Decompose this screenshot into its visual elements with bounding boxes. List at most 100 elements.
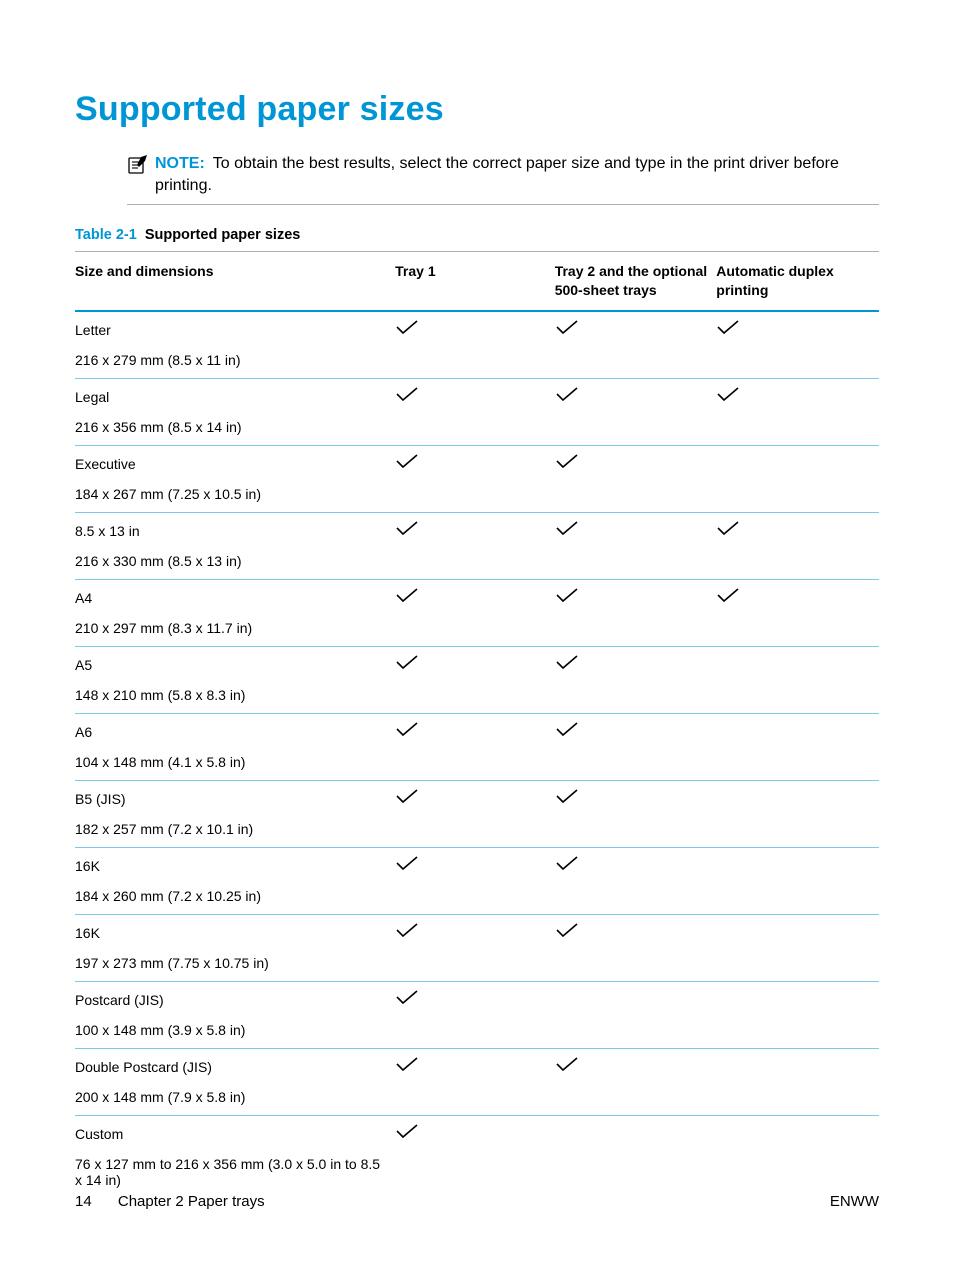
table-caption: Table 2-1 Supported paper sizes (75, 227, 879, 243)
checkmark-icon (555, 1057, 577, 1075)
checkmark-icon (555, 923, 577, 941)
checkmark-icon (395, 923, 417, 941)
paper-size-name: Letter (75, 322, 387, 338)
cell-duplex (716, 445, 879, 512)
cell-duplex (716, 1048, 879, 1115)
table-row: Double Postcard (JIS)200 x 148 mm (7.9 x… (75, 1048, 879, 1115)
checkmark-icon (555, 856, 577, 874)
paper-size-dimensions: 210 x 297 mm (8.3 x 11.7 in) (75, 620, 387, 636)
cell-tray1 (395, 311, 555, 379)
paper-sizes-table: Size and dimensions Tray 1 Tray 2 and th… (75, 251, 879, 1198)
checkmark-icon (555, 454, 577, 472)
paper-size-dimensions: 76 x 127 mm to 216 x 356 mm (3.0 x 5.0 i… (75, 1156, 387, 1188)
table-row: A4 210 x 297 mm (8.3 x 11.7 in) (75, 579, 879, 646)
table-row: Executive184 x 267 mm (7.25 x 10.5 in) (75, 445, 879, 512)
cell-tray2 (555, 1115, 717, 1198)
paper-size-name: Double Postcard (JIS) (75, 1059, 387, 1075)
table-row: Custom 76 x 127 mm to 216 x 356 mm (3.0 x… (75, 1115, 879, 1198)
cell-tray2 (555, 378, 717, 445)
checkmark-icon (395, 1124, 417, 1142)
paper-size-name: 16K (75, 858, 387, 874)
cell-tray1 (395, 914, 555, 981)
cell-tray2 (555, 311, 717, 379)
paper-size-dimensions: 184 x 260 mm (7.2 x 10.25 in) (75, 888, 387, 904)
cell-tray2 (555, 646, 717, 713)
table-header-row: Size and dimensions Tray 1 Tray 2 and th… (75, 251, 879, 310)
checkmark-icon (716, 320, 738, 338)
checkmark-icon (716, 521, 738, 539)
table-row: A6 104 x 148 mm (4.1 x 5.8 in) (75, 713, 879, 780)
cell-tray2 (555, 914, 717, 981)
checkmark-icon (555, 588, 577, 606)
paper-size-dimensions: 148 x 210 mm (5.8 x 8.3 in) (75, 687, 387, 703)
table-row: B5 (JIS) 182 x 257 mm (7.2 x 10.1 in) (75, 780, 879, 847)
paper-size-name: Legal (75, 389, 387, 405)
checkmark-icon (395, 320, 417, 338)
col-header-tray1: Tray 1 (395, 251, 555, 310)
cell-tray1 (395, 847, 555, 914)
cell-tray1 (395, 445, 555, 512)
note-label: NOTE: (155, 155, 205, 172)
checkmark-icon (395, 387, 417, 405)
paper-size-name: A5 (75, 657, 387, 673)
page-title: Supported paper sizes (75, 90, 879, 129)
cell-duplex (716, 780, 879, 847)
table-caption-number: Table 2-1 (75, 227, 137, 243)
checkmark-icon (555, 655, 577, 673)
checkmark-icon (555, 320, 577, 338)
table-row: 8.5 x 13 in216 x 330 mm (8.5 x 13 in) (75, 512, 879, 579)
chapter-label: Chapter 2 Paper trays (118, 1193, 265, 1210)
paper-size-dimensions: 216 x 356 mm (8.5 x 14 in) (75, 419, 387, 435)
table-row: 16K197 x 273 mm (7.75 x 10.75 in) (75, 914, 879, 981)
paper-size-name: 16K (75, 925, 387, 941)
cell-tray2 (555, 1048, 717, 1115)
paper-size-name: Custom (75, 1126, 387, 1142)
cell-duplex (716, 311, 879, 379)
paper-size-dimensions: 182 x 257 mm (7.2 x 10.1 in) (75, 821, 387, 837)
note-icon (127, 155, 149, 182)
checkmark-icon (555, 521, 577, 539)
checkmark-icon (395, 588, 417, 606)
cell-tray1 (395, 378, 555, 445)
paper-size-name: B5 (JIS) (75, 791, 387, 807)
checkmark-icon (716, 387, 738, 405)
checkmark-icon (395, 990, 417, 1008)
paper-size-name: A4 (75, 590, 387, 606)
cell-duplex (716, 981, 879, 1048)
checkmark-icon (555, 789, 577, 807)
cell-tray2 (555, 981, 717, 1048)
cell-tray1 (395, 512, 555, 579)
cell-tray1 (395, 1115, 555, 1198)
paper-size-dimensions: 216 x 279 mm (8.5 x 11 in) (75, 352, 387, 368)
cell-duplex (716, 713, 879, 780)
checkmark-icon (555, 722, 577, 740)
paper-size-dimensions: 100 x 148 mm (3.9 x 5.8 in) (75, 1022, 387, 1038)
paper-size-name: 8.5 x 13 in (75, 523, 387, 539)
paper-size-dimensions: 104 x 148 mm (4.1 x 5.8 in) (75, 754, 387, 770)
col-header-size: Size and dimensions (75, 251, 395, 310)
cell-tray2 (555, 780, 717, 847)
paper-size-name: A6 (75, 724, 387, 740)
cell-tray1 (395, 713, 555, 780)
checkmark-icon (395, 521, 417, 539)
note-block: NOTE:To obtain the best results, select … (127, 153, 879, 205)
checkmark-icon (395, 856, 417, 874)
cell-duplex (716, 512, 879, 579)
table-row: 16K 184 x 260 mm (7.2 x 10.25 in) (75, 847, 879, 914)
checkmark-icon (395, 722, 417, 740)
cell-tray2 (555, 445, 717, 512)
cell-duplex (716, 579, 879, 646)
checkmark-icon (395, 789, 417, 807)
paper-size-name: Executive (75, 456, 387, 472)
cell-tray1 (395, 780, 555, 847)
cell-duplex (716, 1115, 879, 1198)
page-number: 14 (75, 1193, 92, 1210)
note-text: To obtain the best results, select the c… (155, 155, 839, 194)
checkmark-icon (395, 454, 417, 472)
checkmark-icon (395, 1057, 417, 1075)
cell-duplex (716, 914, 879, 981)
cell-tray1 (395, 981, 555, 1048)
checkmark-icon (395, 655, 417, 673)
cell-duplex (716, 847, 879, 914)
cell-tray2 (555, 512, 717, 579)
